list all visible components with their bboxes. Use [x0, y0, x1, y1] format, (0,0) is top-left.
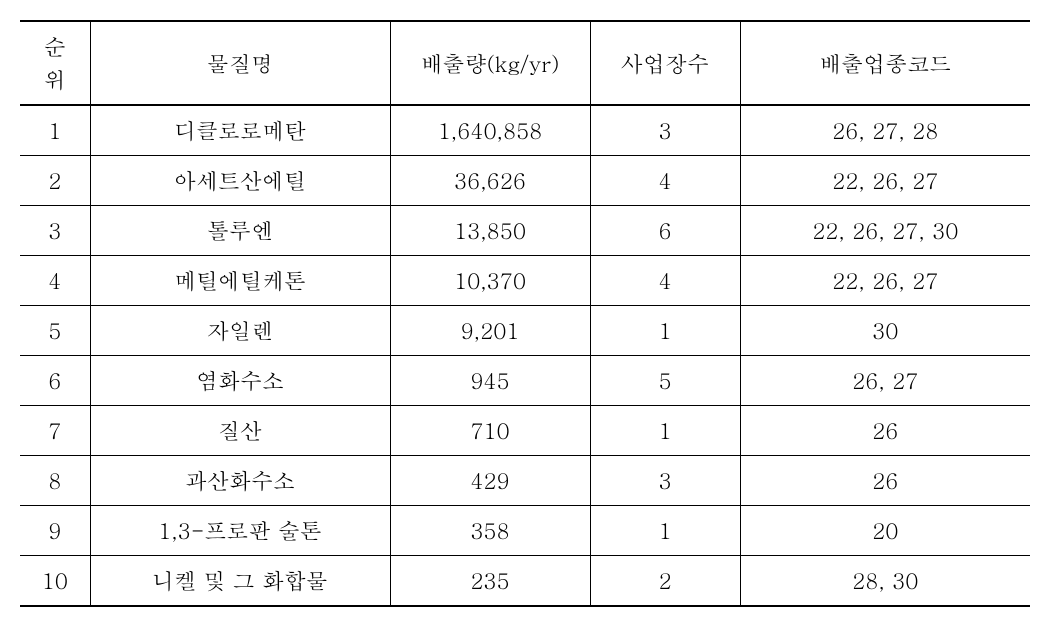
cell-sites: 1 — [590, 506, 740, 556]
table-row: 4 메틸에틸케톤 10,370 4 22, 26, 27 — [20, 256, 1030, 306]
cell-emission: 13,850 — [390, 206, 590, 256]
cell-name: 아세트산에틸 — [90, 156, 390, 206]
header-sites: 사업장수 — [590, 21, 740, 105]
cell-code: 26 — [740, 456, 1030, 506]
cell-sites: 4 — [590, 256, 740, 306]
header-code: 배출업종코드 — [740, 21, 1030, 105]
cell-emission: 235 — [390, 556, 590, 607]
cell-name: 자일렌 — [90, 306, 390, 356]
cell-name: 질산 — [90, 406, 390, 456]
table-row: 3 톨루엔 13,850 6 22, 26, 27, 30 — [20, 206, 1030, 256]
cell-code: 28, 30 — [740, 556, 1030, 607]
cell-sites: 4 — [590, 156, 740, 206]
substance-emission-table: 순 위 물질명 배출량(kg/yr) 사업장수 배출업종코드 1 디클로로메탄 … — [20, 20, 1030, 607]
cell-code: 26 — [740, 406, 1030, 456]
cell-rank: 8 — [20, 456, 90, 506]
table-row: 7 질산 710 1 26 — [20, 406, 1030, 456]
cell-emission: 10,370 — [390, 256, 590, 306]
header-rank: 순 위 — [20, 21, 90, 105]
cell-rank: 4 — [20, 256, 90, 306]
cell-sites: 6 — [590, 206, 740, 256]
cell-rank: 1 — [20, 105, 90, 156]
header-emission: 배출량(kg/yr) — [390, 21, 590, 105]
cell-emission: 1,640,858 — [390, 105, 590, 156]
cell-sites: 2 — [590, 556, 740, 607]
cell-sites: 1 — [590, 306, 740, 356]
table-row: 1 디클로로메탄 1,640,858 3 26, 27, 28 — [20, 105, 1030, 156]
cell-rank: 6 — [20, 356, 90, 406]
cell-rank: 3 — [20, 206, 90, 256]
cell-name: 과산화수소 — [90, 456, 390, 506]
cell-name: 1,3-프로판 술톤 — [90, 506, 390, 556]
table-row: 6 염화수소 945 5 26, 27 — [20, 356, 1030, 406]
cell-name: 디클로로메탄 — [90, 105, 390, 156]
table-body: 1 디클로로메탄 1,640,858 3 26, 27, 28 2 아세트산에틸… — [20, 105, 1030, 606]
header-rank-line2: 위 — [44, 64, 66, 95]
header-rank-line1: 순 — [44, 31, 66, 62]
cell-sites: 3 — [590, 456, 740, 506]
cell-emission: 429 — [390, 456, 590, 506]
cell-rank: 2 — [20, 156, 90, 206]
cell-rank: 9 — [20, 506, 90, 556]
cell-name: 염화수소 — [90, 356, 390, 406]
cell-code: 22, 26, 27, 30 — [740, 206, 1030, 256]
cell-emission: 36,626 — [390, 156, 590, 206]
table-header-row: 순 위 물질명 배출량(kg/yr) 사업장수 배출업종코드 — [20, 21, 1030, 105]
table-row: 9 1,3-프로판 술톤 358 1 20 — [20, 506, 1030, 556]
cell-rank: 5 — [20, 306, 90, 356]
cell-emission: 9,201 — [390, 306, 590, 356]
cell-name: 니켈 및 그 화합물 — [90, 556, 390, 607]
cell-emission: 358 — [390, 506, 590, 556]
cell-sites: 1 — [590, 406, 740, 456]
cell-rank: 7 — [20, 406, 90, 456]
table-row: 10 니켈 및 그 화합물 235 2 28, 30 — [20, 556, 1030, 607]
cell-name: 톨루엔 — [90, 206, 390, 256]
cell-code: 26, 27 — [740, 356, 1030, 406]
cell-code: 22, 26, 27 — [740, 156, 1030, 206]
cell-sites: 5 — [590, 356, 740, 406]
cell-code: 30 — [740, 306, 1030, 356]
cell-emission: 710 — [390, 406, 590, 456]
table-row: 5 자일렌 9,201 1 30 — [20, 306, 1030, 356]
cell-sites: 3 — [590, 105, 740, 156]
table-row: 8 과산화수소 429 3 26 — [20, 456, 1030, 506]
cell-code: 20 — [740, 506, 1030, 556]
header-name: 물질명 — [90, 21, 390, 105]
cell-name: 메틸에틸케톤 — [90, 256, 390, 306]
cell-emission: 945 — [390, 356, 590, 406]
cell-code: 22, 26, 27 — [740, 256, 1030, 306]
table-row: 2 아세트산에틸 36,626 4 22, 26, 27 — [20, 156, 1030, 206]
cell-rank: 10 — [20, 556, 90, 607]
cell-code: 26, 27, 28 — [740, 105, 1030, 156]
